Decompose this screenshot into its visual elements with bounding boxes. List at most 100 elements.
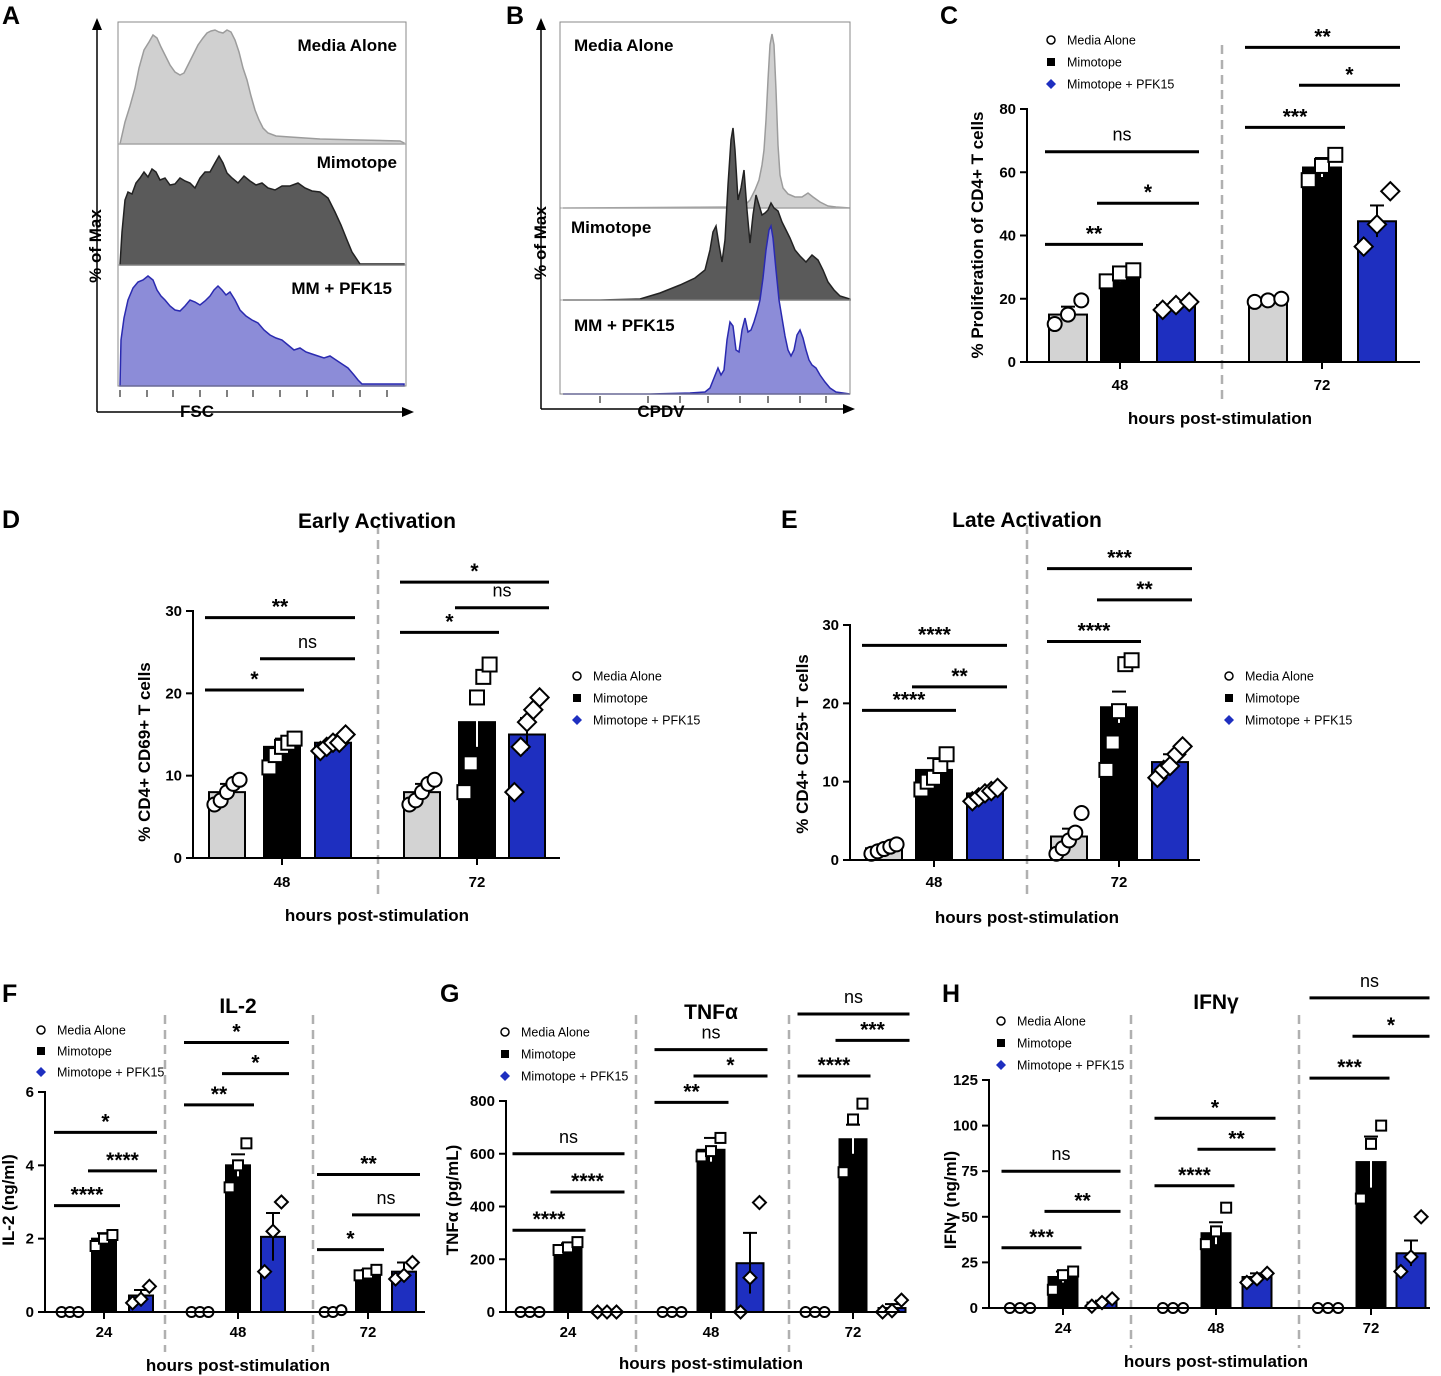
- significance-label: *: [726, 1054, 735, 1077]
- data-point: [1392, 1263, 1409, 1280]
- legend-marker: [36, 1025, 46, 1035]
- x-axis-label: hours post-stimulation: [935, 908, 1119, 927]
- significance-label: ns: [376, 1188, 395, 1208]
- data-point: [462, 755, 479, 772]
- legend-label: Mimotope: [521, 1048, 576, 1062]
- legend-marker: [997, 1039, 1005, 1047]
- bar: [1302, 166, 1342, 363]
- legend-marker: [1225, 694, 1233, 702]
- bar: [553, 1246, 583, 1313]
- hist-a-row-label: Media Alone: [298, 36, 398, 55]
- legend-marker: [573, 694, 581, 702]
- significance-label: *: [101, 1110, 110, 1133]
- data-point: [273, 1194, 290, 1210]
- significance-label: **: [1136, 578, 1153, 601]
- legend-marker: [37, 1047, 45, 1055]
- hist-b-pfk15: [563, 223, 851, 395]
- data-point: [1098, 761, 1115, 778]
- panel-e: Late Activation 48 72 0 10 20 30 % CD4+ CD25+ T…: [793, 509, 1352, 927]
- data-point: [1379, 180, 1401, 202]
- panel-label-h: H: [942, 980, 960, 1008]
- legend-marker: [996, 1016, 1006, 1026]
- legend-marker: [1046, 79, 1056, 89]
- y-tick-label: 6: [26, 1084, 34, 1101]
- data-point: [888, 836, 905, 853]
- y-tick-label: 60: [999, 164, 1016, 181]
- data-point: [265, 1223, 281, 1240]
- data-point: [847, 1113, 859, 1126]
- significance-label: ****: [918, 623, 952, 646]
- significance-label: ns: [1112, 125, 1131, 145]
- x-axis-label: hours post-stimulation: [1124, 1352, 1308, 1371]
- y-tick-label: 125: [953, 1072, 978, 1089]
- x-tick-label: 48: [230, 1324, 247, 1341]
- hist-a-xlabel: FSC: [180, 402, 214, 421]
- data-point: [396, 1267, 412, 1284]
- x-tick-label: 72: [469, 874, 486, 891]
- x-tick-label: 48: [926, 874, 943, 891]
- significance-label: ***: [860, 1018, 885, 1041]
- x-tick-label: 48: [274, 874, 291, 891]
- data-point: [1260, 292, 1276, 309]
- significance-label: **: [1086, 222, 1103, 245]
- legend-marker: [572, 671, 582, 681]
- panel-label-a: A: [2, 2, 20, 30]
- data-point: [106, 1229, 119, 1241]
- data-point: [232, 1159, 244, 1172]
- data-point: [1220, 1201, 1233, 1214]
- data-point: [240, 1137, 253, 1150]
- significance-label: *: [250, 668, 259, 691]
- significance-label: **: [1314, 25, 1331, 48]
- chart-title: Early Activation: [298, 510, 456, 533]
- data-point: [742, 1269, 758, 1286]
- legend-label: Media Alone: [593, 670, 662, 684]
- data-point: [1403, 1249, 1419, 1265]
- data-point: [335, 723, 357, 746]
- y-tick-label: 10: [165, 768, 182, 785]
- x-axis-label: hours post-stimulation: [285, 906, 469, 925]
- significance-label: **: [1228, 1127, 1245, 1150]
- data-point: [469, 689, 485, 706]
- data-point: [286, 730, 303, 747]
- data-point: [856, 1097, 869, 1110]
- panel-label-c: C: [940, 2, 958, 30]
- legend-marker: [36, 1067, 46, 1077]
- data-point: [1259, 1265, 1276, 1282]
- data-point: [1125, 262, 1142, 279]
- data-point: [141, 1278, 158, 1295]
- data-point: [1249, 1270, 1265, 1287]
- hist-b-row-label: MM + PFK15: [574, 316, 675, 335]
- y-tick-label: 800: [470, 1093, 495, 1110]
- significance-label: ***: [1283, 105, 1308, 128]
- legend-label: Mimotope + PFK15: [593, 714, 700, 728]
- data-point: [510, 736, 532, 758]
- data-point: [837, 1166, 850, 1179]
- significance-label: **: [272, 596, 289, 619]
- y-tick-label: 30: [822, 617, 839, 634]
- data-point: [1365, 1137, 1377, 1150]
- legend-label: Mimotope: [1017, 1037, 1072, 1051]
- x-tick-label: 72: [360, 1324, 377, 1341]
- x-axis-label: hours post-stimulation: [146, 1356, 330, 1375]
- data-point: [1246, 293, 1263, 310]
- data-point: [1353, 236, 1375, 258]
- legend-label: Mimotope + PFK15: [57, 1066, 164, 1080]
- significance-label: *: [1345, 63, 1354, 86]
- y-tick-label: 600: [470, 1146, 495, 1163]
- data-point: [987, 777, 1009, 799]
- data-point: [1104, 1290, 1121, 1307]
- significance-label: ***: [1029, 1226, 1054, 1249]
- legend-label: Media Alone: [1245, 670, 1314, 684]
- data-point: [1057, 1269, 1069, 1282]
- data-point: [231, 771, 248, 788]
- data-point: [1073, 805, 1090, 821]
- significance-label: **: [211, 1083, 228, 1106]
- panel-b: B Media Alone Mimotope MM + PFK15 CPDV %…: [506, 2, 855, 421]
- panel-label-g: G: [440, 980, 459, 1008]
- panel-g: TNFα 24 48 72 0 200 400 600 800 TNFα (pg/mL) hours…: [443, 987, 910, 1373]
- x-tick-label: 72: [1314, 377, 1331, 394]
- data-point: [335, 1304, 348, 1317]
- y-axis-label: % CD4+ CD25+ T cells: [793, 654, 812, 834]
- data-point: [1098, 273, 1115, 290]
- x-tick-label: 48: [1112, 377, 1129, 394]
